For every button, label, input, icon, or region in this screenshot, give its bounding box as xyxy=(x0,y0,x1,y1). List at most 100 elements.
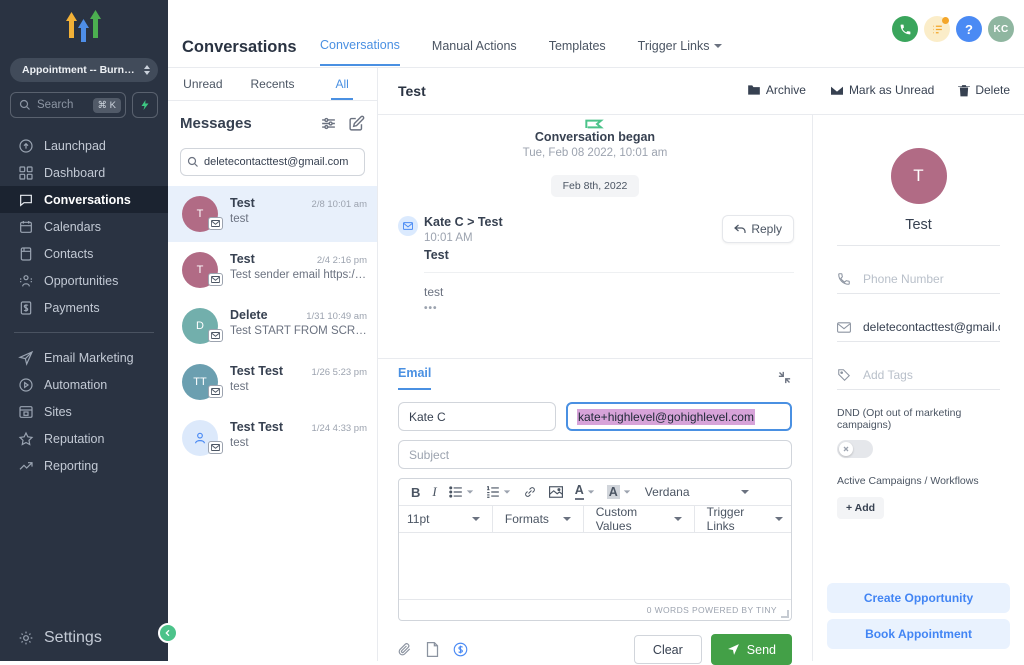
tab-conversations[interactable]: Conversations xyxy=(320,38,400,66)
delete-button[interactable]: Delete xyxy=(958,83,1010,97)
mark-as-unread-button[interactable]: Mark as Unread xyxy=(830,83,934,97)
sidebar-item-reputation[interactable]: Reputation xyxy=(0,425,168,452)
conversation-item[interactable]: TT Test Test 1/26 5:23 pm test xyxy=(168,354,377,410)
payment-request-icon[interactable] xyxy=(453,642,468,657)
reply-button[interactable]: Reply xyxy=(722,215,794,243)
caret-down-icon xyxy=(472,517,480,521)
add-campaign-button[interactable]: + Add xyxy=(837,497,884,519)
filter-sliders-icon[interactable] xyxy=(320,115,337,132)
contact-email-field[interactable]: deletecontacttest@gmail.com xyxy=(837,320,1000,342)
tab-manual-actions[interactable]: Manual Actions xyxy=(432,38,517,66)
sidebar-item-dashboard[interactable]: Dashboard xyxy=(0,159,168,186)
clear-button[interactable]: Clear xyxy=(634,635,702,664)
sidebar-item-contacts[interactable]: Contacts xyxy=(0,240,168,267)
to-email-input[interactable]: kate+highlevel@gohighlevel.com xyxy=(566,402,792,431)
bullet-list-icon xyxy=(449,486,463,498)
bold-button[interactable]: B xyxy=(405,479,426,505)
trigger-links-select[interactable]: Trigger Links xyxy=(699,506,791,532)
font-color-button[interactable]: A xyxy=(569,479,601,505)
flag-icon xyxy=(585,119,605,129)
conversation-time: 1/26 5:23 pm xyxy=(312,367,367,378)
tags-placeholder: Add Tags xyxy=(863,368,1000,382)
from-name-input[interactable] xyxy=(398,402,556,431)
template-document-icon[interactable] xyxy=(426,642,439,657)
resize-grip[interactable] xyxy=(781,610,789,618)
collapse-icon[interactable] xyxy=(777,370,792,385)
x-icon xyxy=(843,446,849,452)
sidebar-search-input[interactable]: Search ⌘ K xyxy=(10,92,126,118)
compose-tab-email[interactable]: Email xyxy=(398,366,431,390)
bullet-list-button[interactable] xyxy=(443,479,480,505)
compose-icon[interactable] xyxy=(348,115,365,132)
tab-trigger-links[interactable]: Trigger Links xyxy=(638,38,723,66)
sidebar-item-label: Dashboard xyxy=(44,166,105,180)
sidebar-item-reporting[interactable]: Reporting xyxy=(0,452,168,479)
book-appointment-button[interactable]: Book Appointment xyxy=(827,619,1010,649)
sites-icon xyxy=(18,404,34,420)
tasks-button[interactable] xyxy=(924,16,950,42)
numbered-list-button[interactable] xyxy=(480,479,517,505)
sidebar-item-sites[interactable]: Sites xyxy=(0,398,168,425)
top-tabs: Conversations Manual Actions Templates T… xyxy=(320,38,722,66)
avatar: T xyxy=(182,252,218,288)
contact-tags-field[interactable]: Add Tags xyxy=(837,368,1000,390)
conversation-search[interactable] xyxy=(180,148,365,176)
contact-phone-field[interactable]: Phone Number xyxy=(837,272,1000,294)
create-opportunity-button[interactable]: Create Opportunity xyxy=(827,583,1010,613)
sidebar-item-automation[interactable]: Automation xyxy=(0,371,168,398)
archive-button[interactable]: Archive xyxy=(747,83,806,97)
contact-panel: T Test Phone Number deletecontacttest@gm… xyxy=(812,115,1024,661)
editor-content-area[interactable] xyxy=(399,533,791,599)
phone-button[interactable] xyxy=(892,16,918,42)
editor-statusbar: 0 WORDS POWERED BY TINY xyxy=(399,599,791,620)
list-tab-all[interactable]: All xyxy=(307,77,377,100)
person-icon xyxy=(193,431,207,445)
conversation-item[interactable]: T Test 2/4 2:16 pm Test sender email htt… xyxy=(168,242,377,298)
background-color-button[interactable]: A xyxy=(601,479,637,505)
insert-link-button[interactable] xyxy=(517,479,543,505)
envelope-icon xyxy=(211,332,220,339)
envelope-icon xyxy=(403,222,413,230)
message-divider xyxy=(424,272,794,273)
sidebar-item-conversations[interactable]: Conversations xyxy=(0,186,168,213)
subject-input[interactable] xyxy=(398,440,792,469)
account-selector[interactable]: Appointment -- Burnab... xyxy=(10,58,158,82)
conversation-search-input[interactable] xyxy=(204,156,358,168)
conversation-item[interactable]: T Test 2/8 10:01 am test xyxy=(168,186,377,242)
sidebar-item-payments[interactable]: Payments xyxy=(0,294,168,321)
sidebar-item-email-marketing[interactable]: Email Marketing xyxy=(0,344,168,371)
sidebar-collapse-button[interactable] xyxy=(158,623,178,643)
attachment-icon[interactable] xyxy=(398,642,412,657)
editor-toolbar-row-2: 11pt Formats Custom Values Trigger Links xyxy=(399,506,791,533)
dnd-toggle[interactable] xyxy=(837,440,873,458)
link-icon xyxy=(523,486,537,498)
sidebar-item-settings[interactable]: Settings xyxy=(0,624,168,651)
sidebar-search-placeholder: Search xyxy=(37,99,87,111)
help-button[interactable]: ? xyxy=(956,16,982,42)
font-family-select[interactable]: Verdana xyxy=(637,479,757,505)
caret-down-icon xyxy=(775,517,783,521)
font-size-select[interactable]: 11pt xyxy=(399,506,488,532)
quick-actions-button[interactable] xyxy=(132,92,158,118)
sidebar-item-launchpad[interactable]: Launchpad xyxy=(0,132,168,159)
conversation-item[interactable]: Test Test 1/24 4:33 pm test xyxy=(168,410,377,466)
show-trimmed-content-button[interactable]: ••• xyxy=(424,303,794,314)
avatar: T xyxy=(182,196,218,232)
phone-icon xyxy=(899,23,912,36)
insert-image-button[interactable] xyxy=(543,479,569,505)
formats-select[interactable]: Formats xyxy=(497,506,579,532)
list-tab-unread[interactable]: Unread xyxy=(168,77,238,100)
conversation-time: 1/24 4:33 pm xyxy=(312,423,367,434)
list-tab-recents[interactable]: Recents xyxy=(238,77,308,100)
sidebar-item-opportunities[interactable]: Opportunities xyxy=(0,267,168,294)
user-avatar[interactable]: KC xyxy=(988,16,1014,42)
sidebar-item-calendars[interactable]: Calendars xyxy=(0,213,168,240)
send-button[interactable]: Send xyxy=(711,634,792,665)
tab-templates[interactable]: Templates xyxy=(549,38,606,66)
custom-values-select[interactable]: Custom Values xyxy=(588,506,690,532)
conversation-item[interactable]: D Delete 1/31 10:49 am Test START FROM S… xyxy=(168,298,377,354)
italic-button[interactable]: I xyxy=(426,479,442,505)
sidebar-item-label: Reputation xyxy=(44,432,104,446)
chevron-down-icon xyxy=(714,44,722,48)
avatar: D xyxy=(182,308,218,344)
